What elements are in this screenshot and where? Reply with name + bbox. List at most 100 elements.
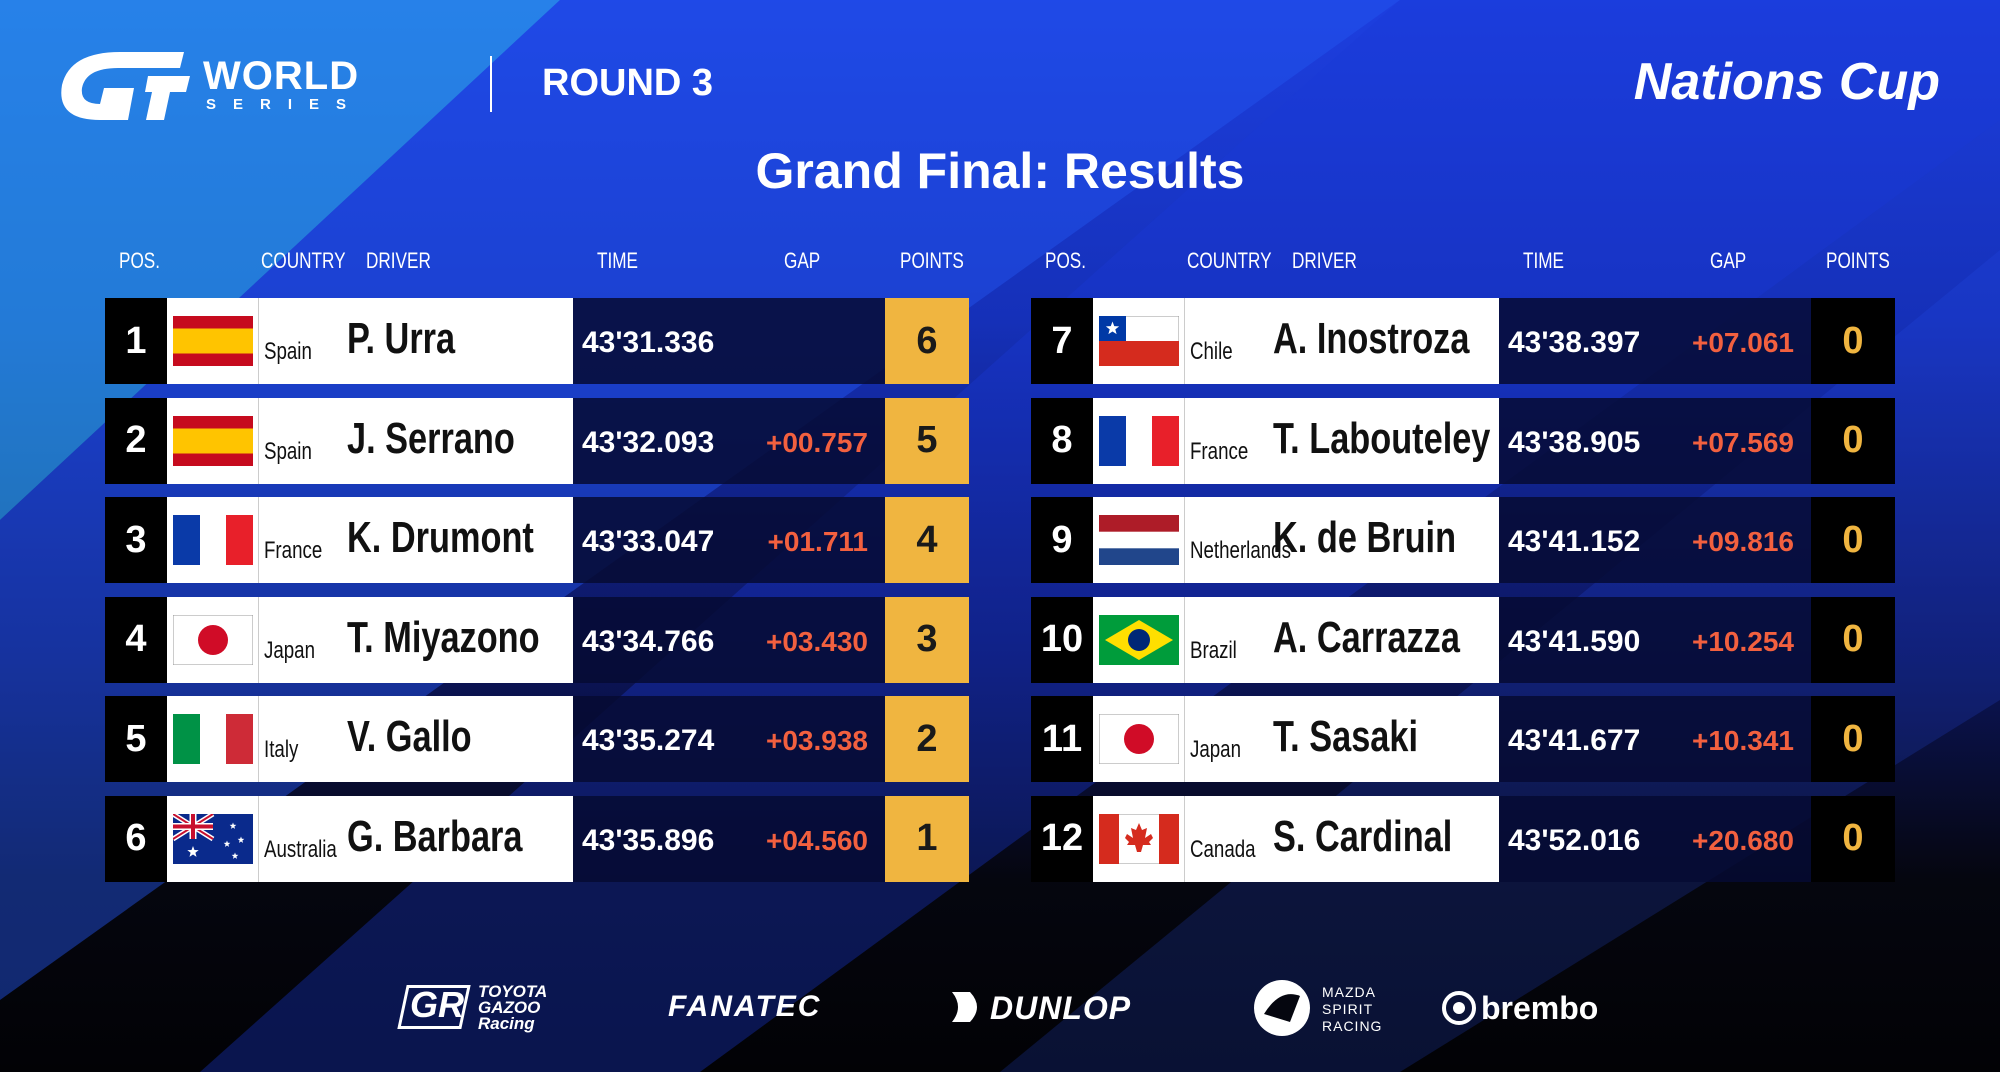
time: 43'38.905: [1508, 425, 1641, 459]
cell-divider: [1184, 696, 1185, 782]
sponsor-line: RACING: [1322, 1018, 1383, 1034]
driver-text: P. Urra: [347, 314, 456, 363]
flag-image: [172, 614, 254, 665]
gap: +01.711: [767, 526, 868, 557]
points: 1: [885, 795, 969, 882]
column-header-text: TIME: [597, 248, 638, 273]
time-cell: [1499, 596, 1811, 683]
column-header: DRIVER: [1292, 248, 1375, 274]
driver-text: V. Gallo: [347, 712, 472, 761]
dunlop-icon: [952, 992, 977, 1022]
time-cell: [573, 397, 885, 484]
cell-divider: [258, 397, 259, 484]
points: 0: [1811, 795, 1895, 882]
points: 0: [1811, 298, 1895, 384]
column-header: POINTS: [900, 248, 982, 274]
position: 6: [105, 795, 167, 882]
time: 43'41.677: [1508, 724, 1641, 757]
column-header: POS.: [1045, 248, 1098, 274]
driver: K. de Bruin: [1273, 513, 1508, 563]
title: Grand Final: Results: [755, 143, 1245, 199]
time-cell: [573, 497, 885, 583]
gap: +20.680: [1692, 824, 1794, 856]
flag-image: [173, 415, 253, 466]
time: 43'41.152: [1508, 525, 1641, 558]
cell-divider: [1184, 298, 1185, 384]
cell-divider: [1184, 497, 1185, 583]
position: 1: [105, 298, 167, 384]
country: Italy: [264, 736, 308, 764]
flag: [1098, 713, 1180, 765]
time-cell: [1499, 497, 1811, 583]
country-text: France: [264, 537, 323, 564]
driver-text: J. Serrano: [347, 413, 515, 463]
country: Spain: [264, 338, 325, 366]
points: 0: [1811, 596, 1895, 683]
column-header: POINTS: [1826, 248, 1908, 274]
sponsor-line: TOYOTA: [478, 982, 548, 1001]
column-header-text: GAP: [1710, 248, 1747, 273]
flag: [172, 614, 254, 665]
driver: A. Inostroza: [1273, 314, 1525, 364]
time: 43'38.397: [1508, 326, 1641, 359]
position: 7: [1031, 298, 1093, 384]
driver: K. Drumont: [347, 513, 587, 563]
driver-text: K. Drumont: [347, 513, 534, 562]
gap: +10.254: [1692, 625, 1794, 657]
position: 4: [105, 596, 167, 683]
flag-image: [1099, 614, 1179, 665]
position: 10: [1031, 596, 1093, 683]
round: ROUND 3: [542, 62, 714, 104]
points: 0: [1811, 397, 1895, 484]
sponsor-line: Racing: [478, 1014, 535, 1033]
flag-image: [173, 316, 253, 366]
country-text: Japan: [1190, 736, 1242, 763]
gap: +00.757: [766, 426, 868, 458]
column-header-text: DRIVER: [366, 248, 431, 273]
column-header-text: GAP: [784, 248, 821, 273]
logo-sub: SERIES: [206, 96, 364, 113]
column-header-text: TIME: [1523, 248, 1564, 273]
gap: +07.061: [1692, 327, 1794, 358]
country-text: Italy: [264, 736, 299, 763]
flag: [1099, 614, 1179, 665]
points: 2: [885, 696, 969, 782]
driver: T. Miyazono: [347, 613, 594, 663]
column-header-text: POS.: [119, 248, 161, 273]
country-text: France: [1190, 437, 1249, 465]
flag: [173, 415, 253, 466]
flag: [173, 515, 253, 565]
sponsor-mazda: MAZDA SPIRIT RACING: [1322, 984, 1382, 1035]
country: Chile: [1190, 338, 1245, 366]
driver-text: S. Cardinal: [1273, 811, 1453, 861]
cell-divider: [258, 497, 259, 583]
sponsor-line: SPIRIT: [1322, 1001, 1374, 1017]
sponsor-line: GAZOO: [478, 998, 541, 1017]
time: 43'34.766: [582, 624, 715, 658]
points: 6: [885, 298, 969, 384]
gap: +03.430: [766, 625, 868, 657]
flag: [1098, 813, 1180, 864]
time-cell: [573, 795, 885, 882]
time: 43'31.336: [582, 326, 715, 359]
time-cell: [573, 596, 885, 683]
points: 5: [885, 397, 969, 484]
gap: +09.816: [1692, 526, 1794, 557]
time-cell: [573, 696, 885, 782]
country: Japan: [264, 637, 329, 665]
position: 3: [105, 497, 167, 583]
driver-text: T. Sasaki: [1273, 712, 1419, 761]
sponsor-mark: GR: [410, 984, 464, 1025]
column-header: TIME: [597, 248, 650, 274]
flag-image: [173, 714, 253, 764]
driver: J. Serrano: [347, 414, 562, 464]
time: 43'35.274: [582, 724, 715, 757]
driver-text: G. Barbara: [347, 811, 523, 861]
cell-divider: [258, 795, 259, 882]
gap: +07.569: [1692, 426, 1794, 458]
driver: G. Barbara: [347, 812, 572, 862]
gap: +10.341: [1692, 725, 1794, 756]
time: 43'41.590: [1508, 624, 1641, 658]
position: 2: [105, 397, 167, 484]
mazda-icon: [1254, 980, 1310, 1036]
